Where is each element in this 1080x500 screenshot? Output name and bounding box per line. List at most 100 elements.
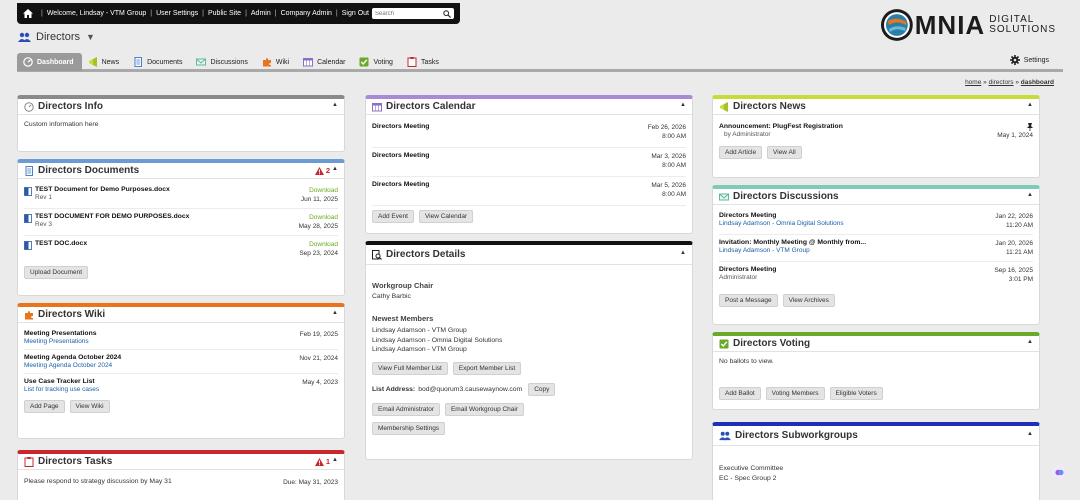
download-link[interactable]: Download: [309, 187, 338, 194]
collapse-toggle-icon[interactable]: ▲: [332, 102, 338, 108]
list-item: Announcement: PlugFest Registration by Ad…: [719, 119, 1033, 144]
tab-wiki[interactable]: Wiki: [256, 53, 297, 71]
omnia-logo[interactable]: MNIA DIGITAL SOLUTIONS: [880, 8, 1056, 42]
tab-news[interactable]: News: [82, 53, 128, 71]
news-date: May 1, 2024: [997, 132, 1033, 139]
tab-dashboard[interactable]: Dashboard: [17, 53, 82, 71]
view-calendar-button[interactable]: View Calendar: [418, 210, 474, 223]
wiki-page-link[interactable]: Meeting Presentations: [24, 330, 97, 337]
chevron-down-icon[interactable]: ▼: [86, 32, 95, 42]
post-message-button[interactable]: Post a Message: [719, 294, 778, 307]
event-link[interactable]: Directors Meeting: [372, 152, 430, 159]
search-icon[interactable]: [443, 9, 451, 18]
collapse-toggle-icon[interactable]: ▲: [680, 250, 686, 256]
list-item[interactable]: Please respond to strategy discussion by…: [24, 474, 338, 491]
collapse-toggle-icon[interactable]: ▲: [332, 310, 338, 316]
tab-documents[interactable]: Documents: [127, 53, 190, 71]
breadcrumb-directors[interactable]: directors: [988, 79, 1014, 86]
group-selector[interactable]: Directors ▼: [18, 31, 95, 43]
download-link[interactable]: Download: [309, 241, 338, 248]
discussion-link[interactable]: Invitation: Monthly Meeting @ Monthly fr…: [719, 239, 867, 246]
wiki-page-desc[interactable]: List for tracking use cases: [24, 386, 100, 393]
settings-button[interactable]: Settings: [1009, 55, 1049, 65]
breadcrumb-home[interactable]: home: [965, 79, 982, 86]
document-link[interactable]: TEST DOCUMENT FOR DEMO PURPOSES.docx: [35, 213, 190, 220]
wiki-page-link[interactable]: Meeting Agenda October 2024: [24, 354, 122, 361]
workgroup-chair-name: Cathy Barbic: [372, 293, 411, 300]
add-page-button[interactable]: Add Page: [24, 400, 65, 413]
event-link[interactable]: Directors Meeting: [372, 181, 430, 188]
export-member-list-button[interactable]: Export Member List: [452, 361, 522, 375]
view-archives-button[interactable]: View Archives: [782, 294, 835, 307]
collapse-toggle-icon[interactable]: ▲: [1027, 192, 1033, 198]
discussion-link[interactable]: Directors Meeting: [719, 212, 777, 219]
logo-subtitle: DIGITAL SOLUTIONS: [989, 15, 1056, 35]
settings-label: Settings: [1023, 56, 1049, 64]
document-link[interactable]: TEST DOC.docx: [35, 240, 88, 247]
collapse-toggle-icon[interactable]: ▲: [1027, 431, 1033, 437]
panel-header: Directors Info ▲: [18, 99, 344, 115]
tab-voting[interactable]: Voting: [353, 53, 400, 71]
gear-icon: [1009, 55, 1020, 65]
copy-button[interactable]: Copy: [528, 382, 556, 396]
collapse-toggle-icon[interactable]: ▲: [1027, 339, 1033, 345]
collapse-toggle-icon[interactable]: ▲: [332, 166, 338, 172]
warning-icon: [314, 166, 324, 175]
word-doc-icon: [24, 187, 32, 196]
calendar-panel: Directors Calendar ▲ Directors Meeting F…: [365, 95, 693, 234]
view-full-member-list-button[interactable]: View Full Member List: [372, 361, 448, 375]
upload-document-button[interactable]: Upload Document: [24, 266, 89, 279]
collapse-toggle-icon[interactable]: ▲: [1027, 102, 1033, 108]
add-ballot-button[interactable]: Add Ballot: [719, 387, 761, 400]
discussion-time: 11:20 AM: [1006, 222, 1033, 229]
assistant-widget-icon[interactable]: [1052, 465, 1066, 479]
dashboard-icon: [23, 57, 33, 67]
wiki-page-desc[interactable]: Meeting Presentations: [24, 338, 89, 345]
voting-members-button[interactable]: Voting Members: [765, 387, 825, 400]
tab-calendar[interactable]: Calendar: [297, 53, 353, 71]
subworkgroup-link[interactable]: EC - Spec Group 2: [719, 475, 777, 482]
panel-title: Directors Details: [386, 249, 466, 260]
sign-out-link[interactable]: Sign Out: [341, 10, 369, 17]
discussion-author[interactable]: Lindsay Adamson - VTM Group: [719, 247, 810, 254]
document-link[interactable]: TEST Document for Demo Purposes.docx: [35, 186, 170, 193]
email-administrator-button[interactable]: Email Administrator: [372, 402, 440, 416]
news-article-link[interactable]: Announcement: PlugFest Registration: [719, 123, 843, 130]
eligible-voters-button[interactable]: Eligible Voters: [829, 387, 883, 400]
discussion-author[interactable]: Lindsay Adamson - Omnia Digital Solution…: [719, 220, 844, 227]
breadcrumb: home » directors » dashboard: [965, 79, 1054, 86]
document-rev: Rev 1: [35, 194, 52, 201]
event-link[interactable]: Directors Meeting: [372, 123, 430, 130]
user-settings-link[interactable]: User Settings: [156, 10, 199, 17]
alert-badge[interactable]: 2: [314, 166, 330, 175]
tab-tasks[interactable]: Tasks: [401, 53, 447, 71]
discussion-link[interactable]: Directors Meeting: [719, 266, 777, 273]
add-article-button[interactable]: Add Article: [719, 146, 763, 159]
email-workgroup-chair-button[interactable]: Email Workgroup Chair: [444, 402, 525, 416]
subworkgroup-link[interactable]: Executive Committee: [719, 465, 784, 472]
collapse-toggle-icon[interactable]: ▲: [680, 102, 686, 108]
public-site-link[interactable]: Public Site: [207, 10, 242, 17]
panel-header: Directors Voting ▲: [713, 336, 1039, 352]
list-address-label: List Address:: [372, 385, 416, 393]
alert-badge[interactable]: 1: [314, 457, 330, 466]
home-icon[interactable]: [23, 9, 33, 18]
wiki-page-link[interactable]: Use Case Tracker List: [24, 378, 95, 385]
view-all-news-button[interactable]: View All: [767, 146, 802, 159]
document-date: May 28, 2025: [298, 223, 338, 230]
collapse-toggle-icon[interactable]: ▲: [332, 457, 338, 463]
list-item: Invitation: Monthly Meeting @ Monthly fr…: [719, 235, 1033, 262]
breadcrumb-dashboard[interactable]: dashboard: [1020, 79, 1054, 86]
company-admin-link[interactable]: Company Admin: [280, 10, 332, 17]
view-wiki-button[interactable]: View Wiki: [69, 400, 110, 413]
wiki-page-desc[interactable]: Meeting Agenda October 2024: [24, 362, 113, 369]
admin-link[interactable]: Admin: [250, 10, 271, 17]
clipboard-icon: [407, 57, 417, 67]
tab-discussions[interactable]: Discussions: [190, 53, 255, 71]
logo-line-1: DIGITAL: [989, 14, 1035, 25]
download-link[interactable]: Download: [309, 214, 338, 221]
document-icon: [134, 57, 143, 67]
membership-settings-button[interactable]: Membership Settings: [372, 421, 446, 435]
add-event-button[interactable]: Add Event: [372, 210, 414, 223]
search-input[interactable]: [375, 10, 443, 17]
